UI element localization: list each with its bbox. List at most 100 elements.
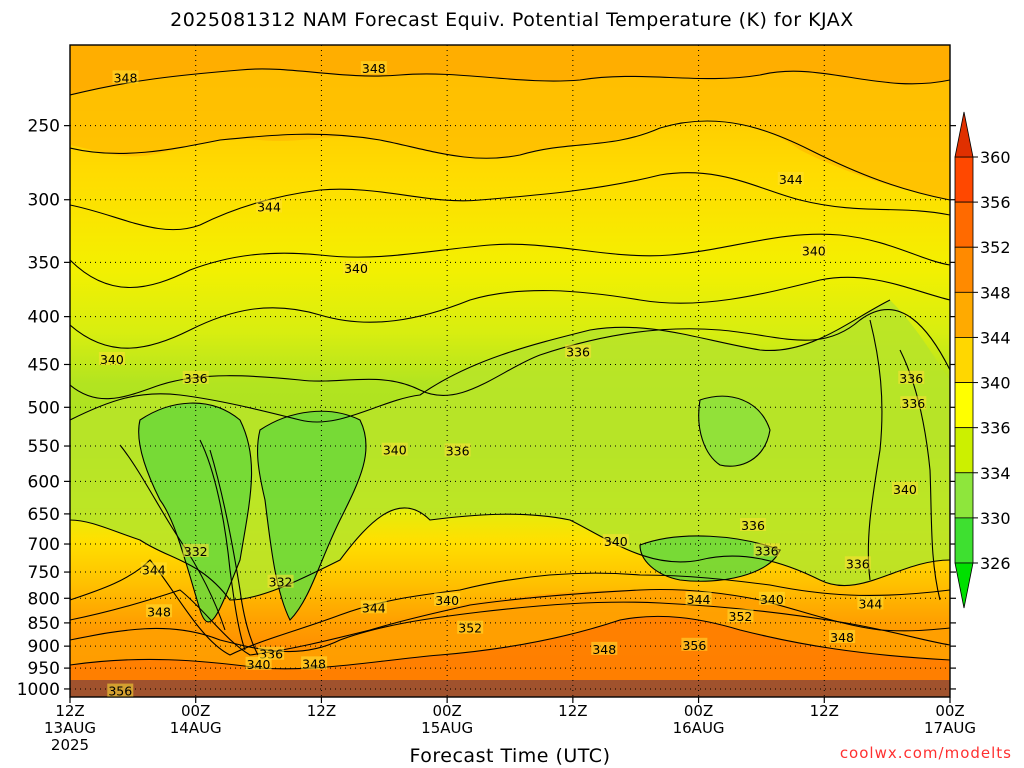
contour-label-bg	[146, 604, 173, 618]
shaded-regions	[70, 45, 950, 697]
x-tick-label: 17AUG	[924, 719, 976, 737]
y-tick-label: 600	[28, 472, 60, 492]
contour-label: 336	[901, 396, 925, 411]
colorbar-segment	[954, 246, 974, 293]
contour-label: 340	[383, 443, 407, 458]
contour-label-bg	[591, 641, 618, 655]
contour-line	[70, 588, 950, 656]
contour-label-bg	[565, 344, 592, 358]
y-tick-label: 450	[28, 355, 60, 375]
contour-line	[256, 410, 367, 621]
contour-label: 336	[566, 345, 590, 360]
contour-label-bg	[727, 609, 754, 623]
contour-label-bg	[98, 352, 125, 366]
x-tick-label: 00Z	[935, 702, 964, 720]
contour-label: 340	[247, 657, 271, 672]
contour-label-bg	[898, 370, 925, 384]
contour-label: 352	[458, 621, 482, 636]
x-tick-label: 14AUG	[170, 719, 222, 737]
colorbar-label: 334	[980, 464, 1011, 483]
contour-label: 336	[755, 543, 779, 558]
y-tick-label: 900	[28, 637, 60, 657]
colorbar-segment	[954, 291, 974, 338]
credit-text: coolwx.com/modelts	[839, 744, 1012, 762]
colorbar-label: 360	[980, 148, 1011, 167]
contour-label: 340	[344, 261, 368, 276]
colorbar-label: 356	[980, 193, 1011, 212]
contour-label: 344	[362, 600, 386, 615]
contour-label: 344	[257, 199, 281, 214]
contour-line	[70, 120, 950, 201]
contour-label: 356	[108, 684, 132, 699]
contour-line	[70, 615, 950, 670]
colorbar-segment	[954, 156, 974, 203]
green-core-central	[257, 411, 367, 620]
y-tick-label: 400	[28, 308, 60, 328]
contour-label-bg	[267, 574, 294, 588]
contour-label: 348	[362, 61, 386, 76]
contour-label-bg	[444, 443, 471, 457]
contour-label-bg	[777, 171, 804, 185]
contour-label: 336	[741, 518, 765, 533]
contour-label: 344	[779, 172, 803, 187]
contour-line	[70, 507, 950, 601]
contour-line	[119, 444, 226, 631]
x-tick-label: 00Z	[181, 702, 210, 720]
contour-label: 348	[592, 642, 616, 657]
contour-label: 348	[147, 604, 171, 619]
contour-label: 340	[893, 482, 917, 497]
contour-label: 344	[858, 596, 882, 611]
contour-label-bg	[360, 61, 387, 75]
contour-label-bg	[602, 534, 629, 548]
chart-title: 2025081312 NAM Forecast Equiv. Potential…	[170, 9, 854, 31]
contour-labels: 348 348 344 344 340 340 340 336 336 336 336 340 336 3…	[98, 61, 927, 699]
contour-label: 352	[729, 609, 753, 624]
contour-label-bg	[182, 370, 209, 384]
contour-label: 336	[846, 556, 870, 571]
contour-label: 348	[114, 70, 138, 85]
contour-label: 340	[435, 593, 459, 608]
y-tick-label: 300	[28, 191, 60, 211]
plot-frame	[69, 44, 951, 698]
contour-label-bg	[740, 518, 767, 532]
x-tick-label: 00Z	[684, 702, 713, 720]
contour-line	[199, 439, 246, 651]
colorbar-label: 352	[980, 238, 1011, 257]
contour-label-bg	[256, 199, 283, 213]
contour-line	[698, 395, 771, 467]
contour-line	[138, 402, 253, 623]
colorbar-label: 336	[980, 419, 1011, 438]
y-tick-label: 650	[28, 505, 60, 525]
contour-label: 332	[184, 544, 208, 559]
x-tick-label: 12Z	[558, 702, 587, 720]
contour-label-bg	[434, 592, 461, 606]
colorbar-top-arrow	[954, 111, 974, 158]
colorbar-label: 340	[980, 374, 1011, 393]
y-tick-label: 1000	[17, 680, 60, 700]
contour-line	[70, 233, 950, 289]
colorbar-segment	[954, 472, 974, 519]
contour-label: 336	[899, 371, 923, 386]
contour-label: 340	[760, 592, 784, 607]
contour-line	[70, 276, 950, 349]
y-tick-label: 850	[28, 614, 60, 634]
colorbar-label: 348	[980, 283, 1011, 302]
y-tick-label: 750	[28, 563, 60, 583]
y-tick-label: 350	[28, 253, 60, 273]
contour-label-bg	[457, 620, 484, 634]
colorbar-segment	[954, 337, 974, 383]
y-tick-label: 500	[28, 398, 60, 418]
contour-label-bg	[112, 70, 139, 84]
contour-label: 348	[830, 630, 854, 645]
contour-label-bg	[829, 630, 856, 644]
colorbar-label: 344	[980, 328, 1011, 347]
x-tick-label: 2025	[51, 736, 89, 754]
contour-label-bg	[140, 562, 167, 576]
contour-line	[209, 449, 259, 656]
contour-label-bg	[758, 591, 785, 605]
contour-label: 332	[269, 575, 293, 590]
contour-label: 340	[802, 244, 826, 259]
colorbar-segment	[954, 427, 974, 474]
contour-line	[867, 319, 883, 581]
contour-label: 336	[184, 371, 208, 386]
